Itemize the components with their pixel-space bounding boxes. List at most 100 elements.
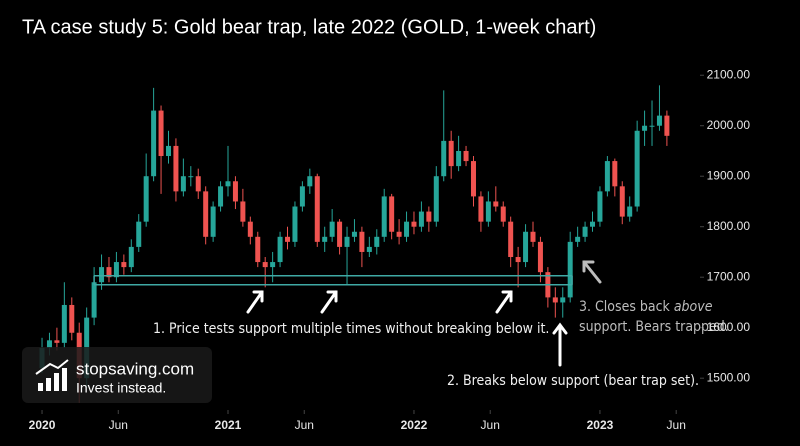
candle-body bbox=[165, 145, 171, 157]
candle-body bbox=[46, 340, 52, 348]
candle-body bbox=[337, 221, 343, 247]
x-tick-label: 2020 bbox=[29, 418, 56, 432]
annotation: support. Bears trapped. bbox=[579, 319, 729, 335]
candle-body bbox=[463, 150, 469, 162]
candle-body bbox=[634, 130, 640, 207]
y-tick-label: 1700.00 bbox=[707, 269, 751, 283]
x-tick-label: Jun bbox=[667, 418, 686, 432]
candle-body bbox=[433, 176, 439, 222]
x-tick-label: Jun bbox=[295, 418, 314, 432]
candle-body bbox=[552, 297, 558, 303]
candle-body bbox=[195, 176, 201, 192]
candle-body bbox=[351, 231, 357, 237]
arrow bbox=[552, 322, 568, 367]
candle-body bbox=[366, 246, 372, 252]
y-tick-label: 1500.00 bbox=[707, 370, 751, 384]
candle-body bbox=[210, 206, 216, 237]
x-tick-label: Jun bbox=[109, 418, 128, 432]
candle-body bbox=[99, 267, 105, 283]
candle-body bbox=[590, 221, 596, 227]
x-tick-label: Jun bbox=[481, 418, 500, 432]
candle-body bbox=[537, 241, 543, 273]
candle-body bbox=[523, 231, 529, 263]
candle-body bbox=[664, 115, 670, 136]
arrow bbox=[582, 260, 602, 284]
candle-body bbox=[329, 221, 335, 237]
candle-body bbox=[426, 211, 432, 222]
candle-body bbox=[404, 221, 410, 237]
candle-body bbox=[285, 236, 291, 242]
candle-body bbox=[396, 231, 402, 237]
candle-body bbox=[597, 191, 603, 222]
candle-body bbox=[143, 176, 149, 222]
candle-body bbox=[604, 161, 610, 192]
candle-body bbox=[158, 110, 164, 157]
candle-body bbox=[575, 236, 581, 242]
candle-body bbox=[299, 186, 305, 207]
candle-body bbox=[560, 297, 566, 303]
candle-body bbox=[441, 140, 447, 177]
x-tick-label: 2023 bbox=[587, 418, 614, 432]
y-tick-label: 2000.00 bbox=[707, 118, 751, 132]
logo: stopsaving.com Invest instead. bbox=[22, 347, 212, 403]
y-tick-label: 1900.00 bbox=[707, 168, 751, 182]
candle-body bbox=[389, 196, 395, 232]
candle-body bbox=[448, 140, 454, 167]
candle-body bbox=[188, 176, 194, 178]
candle-body bbox=[91, 282, 97, 318]
chart-title: TA case study 5: Gold bear trap, late 20… bbox=[22, 16, 596, 38]
candle-body bbox=[344, 236, 350, 247]
annotation: 2. Breaks below support (bear trap set). bbox=[447, 373, 699, 389]
candle-body bbox=[240, 201, 246, 222]
candle-body bbox=[649, 125, 655, 127]
candle-body bbox=[151, 110, 157, 177]
candle-body bbox=[292, 206, 298, 242]
candle-body bbox=[173, 145, 179, 192]
candle-body bbox=[612, 161, 618, 187]
candle-body bbox=[232, 181, 238, 202]
candle-body bbox=[262, 262, 268, 268]
candle-body bbox=[322, 236, 328, 242]
candle-body bbox=[418, 211, 424, 227]
arrow bbox=[495, 290, 513, 314]
arrow bbox=[246, 290, 264, 314]
candle-body bbox=[656, 115, 662, 126]
candle-body bbox=[642, 125, 648, 131]
candle-body bbox=[128, 246, 134, 268]
candle-body bbox=[582, 226, 588, 237]
candle-body bbox=[277, 236, 283, 263]
candle-body bbox=[218, 186, 224, 207]
logo-tagline: Invest instead. bbox=[76, 380, 166, 396]
annotation-part: above bbox=[674, 299, 713, 315]
candle-body bbox=[180, 176, 186, 192]
x-tick-label: 2021 bbox=[215, 418, 242, 432]
candle-body bbox=[314, 176, 320, 242]
candle-body bbox=[247, 221, 253, 237]
candle-body bbox=[619, 186, 625, 217]
candle-body bbox=[136, 221, 142, 247]
annotation: 3. Closes back above bbox=[579, 299, 713, 315]
candle-body bbox=[508, 221, 514, 258]
candle-body bbox=[203, 191, 209, 237]
logo-site: stopsaving.com bbox=[76, 359, 194, 378]
candle-body bbox=[374, 236, 380, 247]
candle-body bbox=[225, 181, 231, 187]
candle-body bbox=[106, 267, 112, 278]
annotation: 1. Price tests support multiple times wi… bbox=[153, 321, 549, 337]
candle-body bbox=[500, 206, 506, 222]
candle-body bbox=[61, 304, 67, 343]
candle-body bbox=[456, 150, 462, 167]
candle-body bbox=[113, 262, 119, 278]
annotation-part: 3. Closes back bbox=[579, 299, 674, 315]
candle-body bbox=[381, 196, 387, 237]
y-tick-label: 1800.00 bbox=[707, 219, 751, 233]
candle-body bbox=[515, 257, 521, 263]
candle-body bbox=[530, 231, 536, 242]
candle-body bbox=[411, 221, 417, 227]
candle-body bbox=[54, 340, 60, 343]
candle-body bbox=[485, 201, 491, 222]
candle-body bbox=[359, 231, 365, 252]
y-tick-label: 1600.00 bbox=[707, 320, 751, 334]
arrows bbox=[246, 260, 602, 367]
